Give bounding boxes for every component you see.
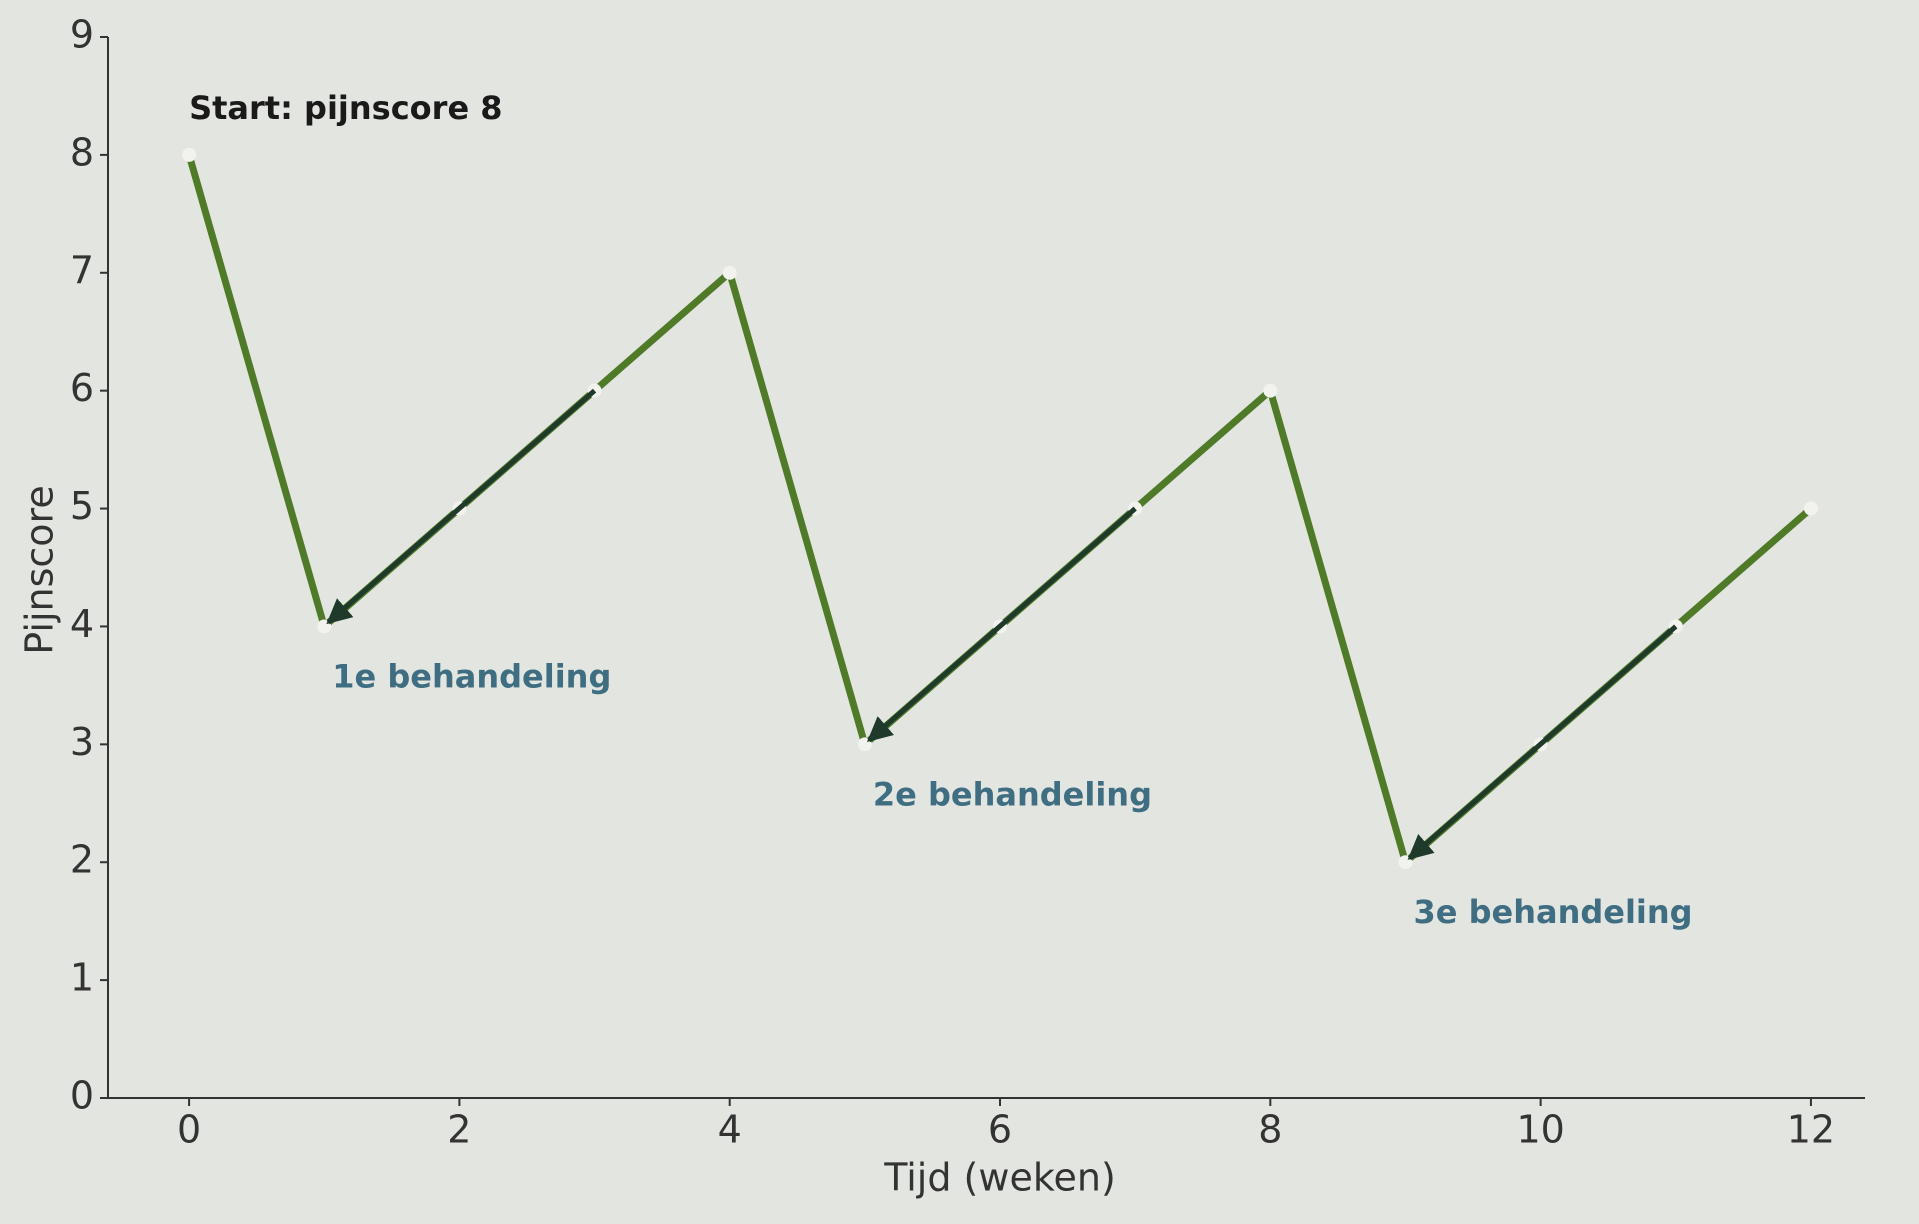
annotation-arrow bbox=[866, 506, 1137, 743]
x-tick-label: 0 bbox=[177, 1108, 201, 1152]
x-axis-label: Tijd (weken) bbox=[883, 1156, 1116, 1200]
x-tick-label: 10 bbox=[1516, 1108, 1564, 1152]
annotation-label: 3e behandeling bbox=[1413, 893, 1692, 931]
point bbox=[1803, 501, 1818, 516]
y-tick-label: 2 bbox=[70, 838, 94, 882]
x-tick-label: 6 bbox=[988, 1108, 1012, 1152]
y-tick-label: 7 bbox=[70, 248, 94, 292]
y-tick-label: 8 bbox=[70, 130, 94, 174]
y-tick-label: 1 bbox=[70, 956, 94, 1000]
annotation-label: Start: pijnscore 8 bbox=[189, 89, 502, 127]
y-tick-label: 5 bbox=[70, 484, 94, 528]
annotation-arrow bbox=[326, 388, 597, 625]
y-tick-label: 4 bbox=[70, 602, 94, 646]
annotation-arrow bbox=[1407, 624, 1678, 861]
point bbox=[182, 147, 197, 162]
x-tick-label: 2 bbox=[447, 1108, 471, 1152]
annotation-label: 2e behandeling bbox=[873, 775, 1152, 813]
x-tick-label: 12 bbox=[1787, 1108, 1835, 1152]
annotation-label: 1e behandeling bbox=[332, 657, 611, 695]
y-tick-label: 0 bbox=[70, 1074, 94, 1118]
y-axis-label: Pijnscore bbox=[18, 485, 62, 654]
x-tick-label: 8 bbox=[1258, 1108, 1282, 1152]
y-tick-label: 6 bbox=[70, 366, 94, 410]
point bbox=[1263, 383, 1278, 398]
y-tick-label: 3 bbox=[70, 720, 94, 764]
point bbox=[722, 265, 737, 280]
x-tick-label: 4 bbox=[718, 1108, 742, 1152]
y-tick-label: 9 bbox=[70, 13, 94, 57]
